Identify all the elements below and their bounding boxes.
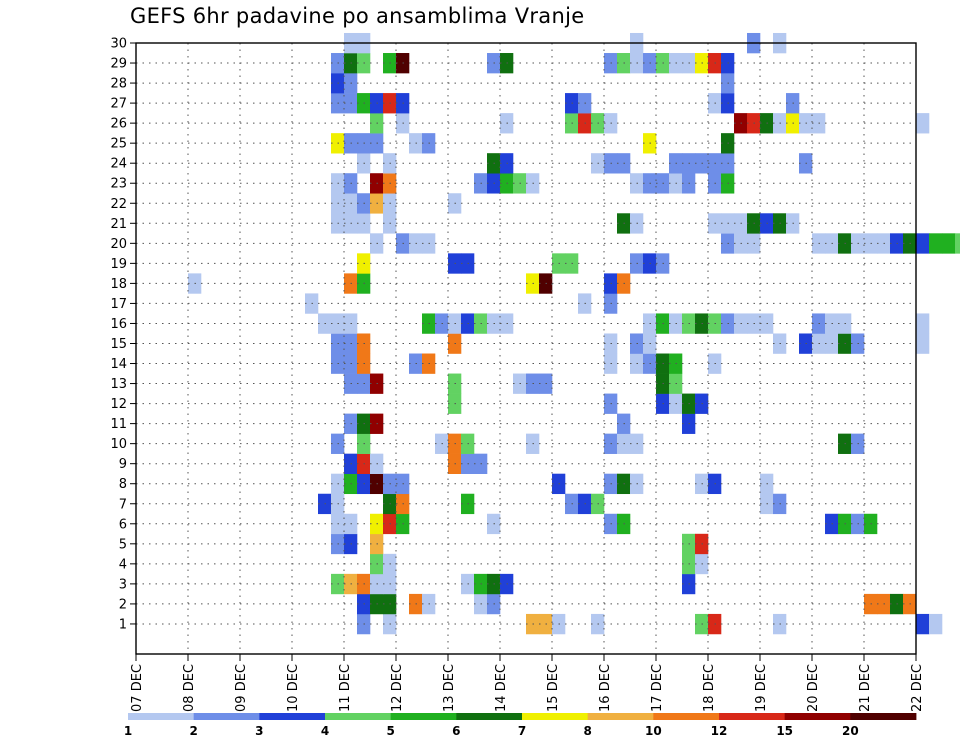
y-tick-label: 9 [119, 457, 127, 472]
heatmap-cell [955, 233, 960, 254]
y-tick-label: 4 [119, 557, 127, 572]
y-tick-label: 1 [119, 617, 127, 632]
colorbar-swatch [390, 713, 457, 720]
x-tick-label: 16 DEC [598, 664, 613, 712]
heatmap-cell [942, 233, 956, 254]
colorbar-label: 10 [645, 724, 662, 738]
y-tick-label: 30 [110, 37, 127, 52]
y-tick-label: 12 [110, 397, 127, 412]
colorbar-swatch [193, 713, 260, 720]
heatmap-cell [929, 233, 943, 254]
y-tick-label: 3 [119, 577, 127, 592]
y-tick-label: 26 [110, 117, 127, 132]
colorbar-swatch [784, 713, 851, 720]
colorbar-label: 12 [711, 724, 728, 738]
y-tick-label: 18 [110, 277, 127, 292]
colorbar-label: 4 [321, 724, 329, 738]
y-tick-label: 5 [119, 537, 127, 552]
y-tick-label: 8 [119, 477, 127, 492]
x-tick-label: 10 DEC [286, 664, 301, 712]
colorbar-swatch [456, 713, 523, 720]
x-tick-label: 12 DEC [390, 664, 405, 712]
y-tick-label: 11 [110, 417, 127, 432]
y-tick-label: 24 [110, 157, 127, 172]
y-tick-label: 22 [110, 197, 127, 212]
colorbar-label: 3 [255, 724, 263, 738]
y-tick-label: 2 [119, 597, 127, 612]
y-tick-label: 10 [110, 437, 127, 452]
x-tick-label: 13 DEC [442, 664, 457, 712]
heatmap-cell [916, 333, 930, 354]
x-tick-label: 07 DEC [130, 664, 145, 712]
y-tick-label: 25 [110, 137, 127, 152]
x-tick-label: 11 DEC [338, 664, 353, 712]
x-tick-label: 18 DEC [702, 664, 717, 712]
y-tick-label: 23 [110, 177, 127, 192]
y-tick-label: 6 [119, 517, 127, 532]
y-tick-label: 20 [110, 237, 127, 252]
x-tick-label: 20 DEC [806, 664, 821, 712]
x-tick-label: 08 DEC [182, 664, 197, 712]
x-tick-label: 15 DEC [546, 664, 561, 712]
plot-frame [135, 42, 917, 655]
x-tick-label: 09 DEC [234, 664, 249, 712]
x-tick-label: 17 DEC [650, 664, 665, 712]
y-tick-label: 17 [110, 297, 127, 312]
y-tick-label: 16 [110, 317, 127, 332]
x-axis: 07 DEC 08 DEC 09 DEC 10 DEC 11 DEC 12 DEC 13 D… [130, 654, 925, 712]
colorbar-label: 20 [842, 724, 859, 738]
y-tick-label: 27 [110, 97, 127, 112]
heatmap-cell [916, 233, 930, 254]
colorbar-swatch [522, 713, 589, 720]
colorbar-label: 5 [386, 724, 394, 738]
heatmap-cell [916, 313, 930, 334]
colorbar-label: 8 [583, 724, 591, 738]
colorbar-swatch [325, 713, 392, 720]
chart-title: GEFS 6hr padavine po ansamblima Vranje [130, 4, 585, 28]
heatmap-cell [916, 113, 930, 134]
colorbar-swatch [653, 713, 720, 720]
y-tick-label: 14 [110, 357, 127, 372]
colorbar-swatch [259, 713, 326, 720]
colorbar-label: 7 [518, 724, 526, 738]
colorbar-label: 6 [452, 724, 460, 738]
colorbar-swatch [587, 713, 654, 720]
heatmap-cell [916, 613, 930, 635]
y-tick-label: 13 [110, 377, 127, 392]
colorbar-label: 1 [124, 724, 132, 738]
heatmap-cells [188, 32, 960, 635]
x-tick-label: 22 DEC [910, 664, 925, 712]
x-tick-label: 19 DEC [754, 664, 769, 712]
y-tick-label: 29 [110, 57, 127, 72]
colorbar: 1 2 3 4 5 6 7 8 10 12 15 20 [124, 713, 917, 738]
y-tick-label: 28 [110, 77, 127, 92]
heatmap-cell [929, 613, 943, 635]
y-axis: 1234567891011121314151617181920212223242… [110, 37, 136, 632]
x-tick-label: 14 DEC [494, 664, 509, 712]
colorbar-label: 2 [189, 724, 197, 738]
y-tick-label: 15 [110, 337, 127, 352]
y-tick-label: 19 [110, 257, 127, 272]
colorbar-label: 15 [776, 724, 793, 738]
y-tick-label: 21 [110, 217, 127, 232]
colorbar-swatch [719, 713, 786, 720]
colorbar-swatch [128, 713, 195, 720]
x-tick-label: 21 DEC [858, 664, 873, 712]
colorbar-swatch [850, 713, 917, 720]
y-tick-label: 7 [119, 497, 127, 512]
